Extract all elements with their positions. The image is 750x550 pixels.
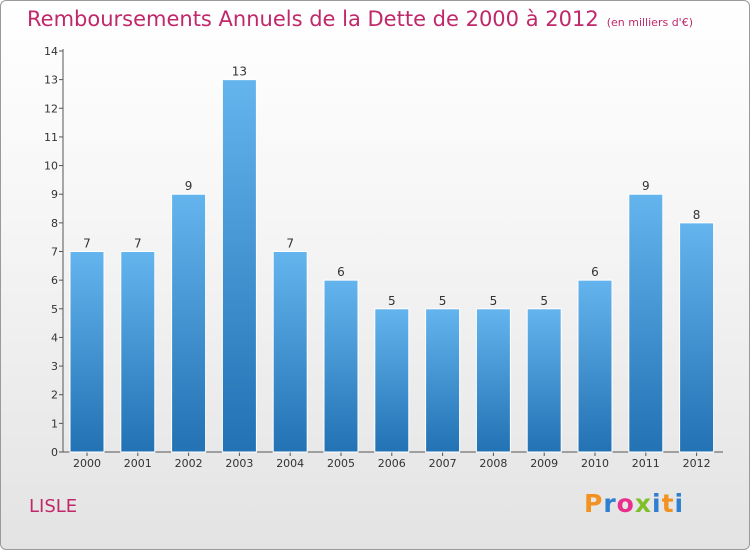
value-label-2009: 5 [540,294,548,308]
unit-note: (en milliers d'€) [606,16,693,29]
logo-letter: r [603,489,617,518]
commune-name: LISLE [29,496,78,517]
labels: 7 2000 7 2001 9 2002 13 2003 7 2004 6 2005 5 2006 5 200… [73,65,711,470]
value-label-2005: 6 [337,265,345,279]
x-tick-label-2011: 2011 [632,457,660,470]
x-tick-label-2006: 2006 [378,457,406,470]
bar-2011 [628,193,664,453]
y-tick-label: 4 [51,331,58,344]
logo-letter: t [661,489,675,518]
bars [69,79,715,453]
value-label-2007: 5 [439,294,447,308]
y-tick-label: 0 [51,446,58,459]
x-tick-label-2003: 2003 [225,457,253,470]
y-tick-label: 11 [44,131,58,144]
value-label-2002: 9 [185,179,193,193]
bar-2003 [221,79,257,453]
bar-2008 [475,308,511,453]
x-tick-label-2001: 2001 [124,457,152,470]
x-tick-label-2012: 2012 [683,457,711,470]
x-tick-label-2000: 2000 [73,457,101,470]
y-tick-label: 1 [51,417,58,430]
logo-letter: P [584,489,604,518]
x-tick-label-2004: 2004 [276,457,304,470]
bar-2000 [69,251,105,453]
value-label-2010: 6 [591,265,599,279]
bar-2007 [425,308,461,453]
chart-title: Remboursements Annuels de la Dette de 20… [27,7,693,31]
value-label-2000: 7 [83,237,91,251]
bar-2005 [323,279,359,453]
x-tick-label-2007: 2007 [429,457,457,470]
x-tick-label-2002: 2002 [175,457,203,470]
x-tick-label-2008: 2008 [479,457,507,470]
bar-2001 [120,251,156,453]
bar-2010 [577,279,613,453]
bar-2006 [374,308,410,453]
value-label-2006: 5 [388,294,396,308]
y-tick-label: 12 [44,102,58,115]
y-tick-label: 5 [51,303,58,316]
x-tick-label-2010: 2010 [581,457,609,470]
logo-letter: o [616,489,635,518]
bar-2012 [679,222,715,453]
y-tick-label: 9 [51,188,58,201]
y-tick-label: 3 [51,360,58,373]
proxiti-logo: Proxiti [584,489,684,518]
value-label-2004: 7 [286,237,294,251]
bar-2009 [526,308,562,453]
value-label-2011: 9 [642,179,650,193]
y-tick-label: 7 [51,246,58,259]
x-tick-label-2009: 2009 [530,457,558,470]
logo-letter: x [634,489,652,518]
y-tick-label: 6 [51,274,58,287]
x-tick-label-2005: 2005 [327,457,355,470]
title-text: Remboursements Annuels de la Dette de 20… [27,7,599,31]
y-tick-label: 13 [44,74,58,87]
y-tick-label: 8 [51,217,58,230]
bar-2004 [272,251,308,453]
value-label-2001: 7 [134,237,142,251]
value-label-2003: 13 [232,65,247,79]
logo-letter: i [652,489,662,518]
bar-2002 [171,193,207,453]
value-label-2008: 5 [490,294,498,308]
y-tick-label: 10 [44,160,58,173]
y-tick-label: 14 [44,45,58,58]
logo-letter: i [674,489,685,518]
value-label-2012: 8 [693,208,701,222]
y-tick-label: 2 [51,389,58,402]
